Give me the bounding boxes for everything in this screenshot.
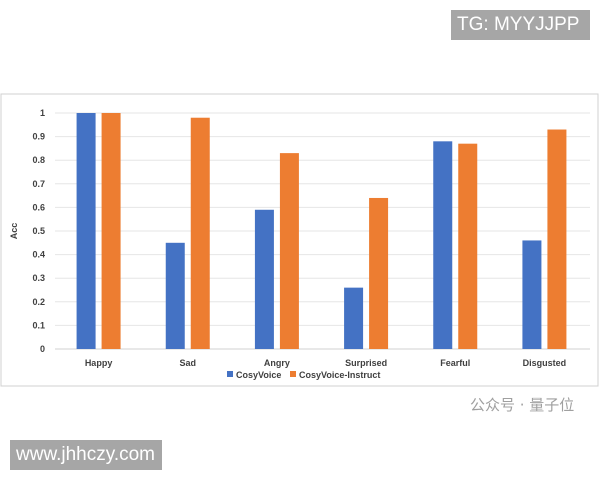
y-tick-label: 0 (40, 344, 45, 354)
x-tick-label: Surprised (345, 358, 387, 368)
y-tick-label: 0.3 (32, 273, 45, 283)
bar-cosyvoice-angry (254, 209, 274, 349)
bar-cosyvoice-instruct-sad (190, 117, 210, 349)
y-tick-label: 1 (40, 108, 45, 118)
y-tick-label: 0.6 (32, 202, 45, 212)
y-tick-label: 0.5 (32, 226, 45, 236)
x-tick-label: Fearful (440, 358, 470, 368)
legend-swatch-1 (290, 371, 296, 377)
y-tick-label: 0.2 (32, 297, 45, 307)
y-tick-label: 0.9 (32, 132, 45, 142)
bar-cosyvoice-instruct-fearful (458, 143, 478, 349)
bar-cosyvoice-happy (76, 113, 96, 349)
bar-cosyvoice-instruct-angry (279, 153, 299, 349)
bar-cosyvoice-instruct-surprised (369, 197, 389, 349)
x-tick-label: Disgusted (523, 358, 567, 368)
overlay-watermark: 公众号 · 量子位 (470, 396, 574, 414)
y-tick-label: 0.4 (32, 250, 45, 260)
y-tick-label: 0.8 (32, 155, 45, 165)
chart-frame (0, 93, 599, 387)
legend-label: CosyVoice (236, 370, 281, 380)
y-tick-label: 0.1 (32, 320, 45, 330)
x-tick-label: Angry (264, 358, 290, 368)
y-axis-label: Acc (9, 223, 19, 240)
legend-label: CosyVoice-Instruct (299, 370, 380, 380)
bar-cosyvoice-disgusted (522, 240, 542, 349)
watermark-top-right: TG: MYYJJPP (451, 10, 590, 40)
y-tick-label: 0.7 (32, 179, 45, 189)
legend-swatch-0 (227, 371, 233, 377)
bar-cosyvoice-instruct-disgusted (547, 129, 567, 349)
bar-cosyvoice-sad (165, 242, 185, 349)
bar-cosyvoice-fearful (433, 141, 453, 349)
x-tick-label: Sad (179, 358, 196, 368)
bar-cosyvoice-instruct-happy (101, 113, 121, 349)
x-tick-label: Happy (85, 358, 113, 368)
watermark-bottom-left: www.jhhczy.com (10, 440, 162, 470)
bar-cosyvoice-surprised (344, 287, 364, 349)
legend: CosyVoice CosyVoice-Instruct (227, 370, 380, 380)
